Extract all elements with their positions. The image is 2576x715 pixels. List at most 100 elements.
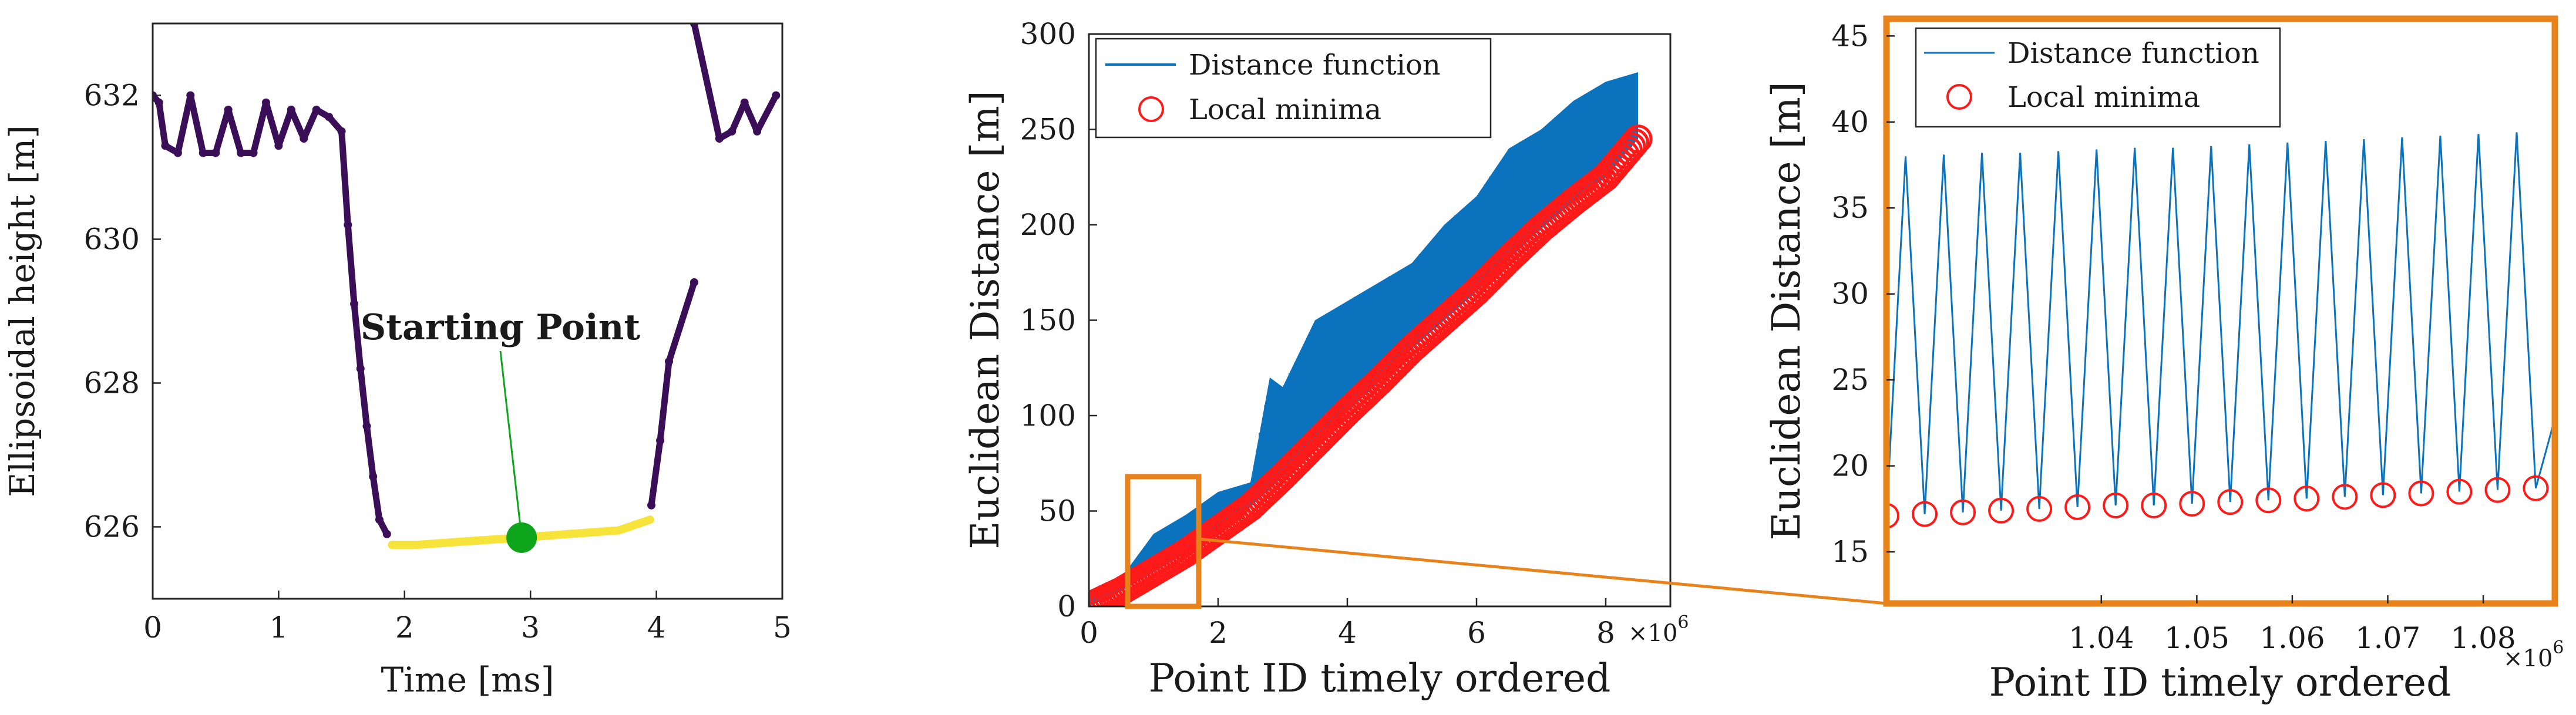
local-minimum (1886, 502, 1899, 529)
local-minimum (2446, 478, 2473, 505)
trajectory-point (211, 149, 220, 157)
trajectory-point (740, 98, 749, 107)
panel1-ytick-label: 628 (84, 366, 140, 400)
panel2-ytick-label: 150 (1020, 303, 1076, 338)
panel2-legend-marker (1138, 96, 1164, 122)
trajectory-point (350, 299, 359, 308)
panel3-legend-box (1915, 27, 2281, 128)
panel2-ytick-label: 50 (1038, 494, 1076, 528)
local-minimum (2217, 489, 2244, 515)
panel3-ytick-label: 20 (1831, 449, 1869, 483)
trajectory-point (300, 134, 308, 143)
local-minimum (2484, 477, 2511, 503)
panel1-xtick-label: 2 (395, 611, 414, 645)
panel3-ytick-label: 45 (1831, 19, 1869, 53)
panel3-ytick-label: 15 (1831, 535, 1869, 569)
panel3-axes-box (1883, 15, 2558, 607)
panel2-xtick-label: 6 (1467, 616, 1486, 650)
trajectory-point (274, 141, 283, 150)
trajectory-point (186, 91, 195, 100)
local-minimum (2141, 493, 2167, 519)
trajectory-point (772, 91, 781, 100)
trajectory-point (199, 149, 207, 157)
trajectory-point (753, 127, 762, 136)
local-minimum (2026, 495, 2053, 522)
panel3-xlabel: Point ID timely ordered (1989, 660, 2451, 705)
trajectory-point (369, 472, 378, 481)
local-minimum (1950, 499, 1976, 525)
trajectory-point (690, 278, 698, 286)
local-minimum (1617, 132, 1646, 161)
panel3-legend-marker (1946, 84, 1972, 110)
panel-distance-zoom: 1.04 1.05 1.06 1.07 1.08 15 20 25 30 35 40 45 Point… (1764, 15, 2564, 705)
panel1-xtick-label: 5 (773, 611, 792, 645)
panel1-ylabel: Ellipsoidal height [m] (2, 125, 42, 497)
panel1-axes-box (152, 22, 783, 600)
panel-height-vs-time: 0 1 2 3 4 5 626 628 630 632 Time [ms] Ellipsoidal… (2, 22, 792, 700)
panel2-ylabel: Euclidean Distance [m] (963, 90, 1008, 549)
panel2-ytick-label: 200 (1020, 208, 1076, 242)
panel1-ytick-label: 626 (84, 510, 140, 544)
panel3-legend-distance: Distance function (2007, 37, 2259, 70)
panel3-xtick-label: 1.05 (2164, 621, 2229, 655)
trajectory-point (382, 529, 391, 538)
trajectory-point (173, 149, 182, 157)
trajectory-point (344, 221, 352, 229)
panel3-legend: Distance function Local minima (1915, 27, 2281, 128)
trajectory-line (648, 279, 698, 509)
trajectory-point (249, 149, 258, 157)
panel1-xtick-label: 0 (143, 611, 162, 645)
zoom-region-box (1125, 474, 1202, 609)
trajectory-point (237, 149, 246, 157)
panel1-ytick-label: 632 (84, 79, 140, 113)
trajectory-point (312, 106, 321, 114)
panel1-xtick-label: 3 (521, 611, 540, 645)
panel2-legend: Distance function Local minima (1095, 38, 1492, 139)
panel3-xtick-label: 1.06 (2259, 621, 2325, 655)
trajectory-point (337, 127, 346, 136)
distance-function-line (1886, 132, 2555, 516)
local-minimum (2103, 493, 2129, 519)
starting-point-label: Starting Point (361, 307, 640, 348)
panel3-ytick-label: 40 (1831, 105, 1869, 139)
panel3-ytick-label: 35 (1831, 191, 1869, 225)
panel1-xlabel: Time [ms] (381, 660, 554, 700)
panel2-xlabel: Point ID timely ordered (1149, 656, 1611, 701)
local-minimum (1912, 501, 1938, 527)
panel2-legend-box (1095, 38, 1492, 139)
local-minimum (2523, 475, 2549, 501)
panel1-ytick-label: 630 (84, 222, 140, 257)
local-minimum (2179, 491, 2205, 517)
local-minimum (2332, 484, 2358, 510)
trajectory-point (647, 501, 656, 510)
trajectory-point (261, 98, 270, 107)
starting-point-marker (506, 522, 537, 553)
trajectory-point (161, 141, 170, 150)
trajectory-point (375, 515, 384, 524)
panel3-ytick-label: 25 (1831, 363, 1869, 397)
local-minimum (2370, 482, 2396, 508)
local-minimum (2255, 487, 2282, 514)
panel2-xtick-label: 8 (1596, 616, 1615, 650)
panel1-xtick-label: 4 (647, 611, 666, 645)
panel2-ytick-label: 300 (1020, 17, 1076, 51)
panel2-ytick-label: 100 (1020, 399, 1076, 433)
panel2-xtick-label: 0 (1080, 616, 1098, 650)
trajectory-line (691, 23, 779, 142)
panel2-ytick-label: 250 (1020, 113, 1076, 147)
panel-distance-full: 0 2 4 6 8 0 50 100 150 200 250 300 Point ID timely … (963, 17, 1689, 701)
trajectory-point (728, 127, 737, 136)
panel3-xtick-label: 1.08 (2450, 621, 2516, 655)
trajectory-point (690, 23, 698, 28)
panel3-xtick-label: 1.07 (2355, 621, 2420, 655)
trajectory-point (154, 98, 163, 107)
panel3-xtick-label: 1.04 (2069, 621, 2134, 655)
panel2-xtick-label: 2 (1209, 616, 1228, 650)
panel2-x-multiplier: ×106 (1628, 612, 1689, 647)
local-minimum (1620, 128, 1649, 157)
trajectory-point (362, 422, 371, 430)
zoom-connector (1198, 537, 1887, 605)
trajectory-point (656, 436, 665, 445)
trajectory-point (715, 134, 724, 143)
